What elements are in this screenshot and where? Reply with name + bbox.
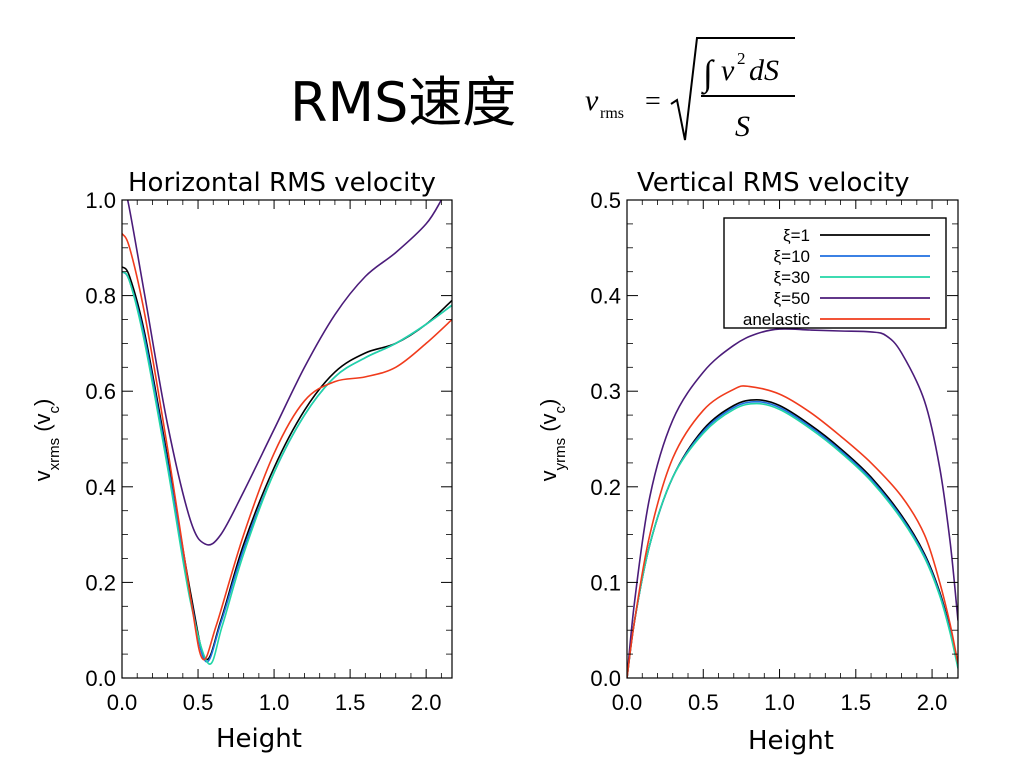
chart-2-xlabel: Height — [748, 726, 834, 756]
chart-2-title: Vertical RMS velocity — [637, 168, 910, 198]
chart-1-ytick-label: 0.4 — [85, 475, 116, 500]
chart-2-xtick-label: 0.5 — [688, 690, 719, 715]
chart-1-ytick-label: 0.2 — [85, 570, 116, 595]
chart-1-xtick-label: 1.0 — [259, 690, 290, 715]
chart-1-series-anelastic — [122, 233, 452, 661]
chart-2-ytick-label: 0.0 — [590, 666, 621, 691]
formula-num-ds: dS — [749, 54, 779, 87]
formula-lhs-sub: rms — [600, 105, 624, 122]
chart-2-xtick-label: 2.0 — [917, 690, 948, 715]
chart-2-legend-label: ξ=10 — [774, 247, 810, 266]
chart-1-xlabel: Height — [216, 724, 302, 754]
chart-1-xtick-label: 1.5 — [335, 690, 366, 715]
formula-integral: ∫ — [701, 53, 715, 95]
rms-formula: v rms = ∫ v 2 dS S — [585, 37, 795, 143]
chart-2-legend-box — [723, 217, 947, 329]
slide-title: RMS速度 — [290, 71, 517, 134]
chart-1-ytick-label: 0.0 — [85, 666, 116, 691]
chart-1-xtick-label: 2.0 — [411, 690, 442, 715]
formula-den: S — [735, 110, 750, 143]
formula-eq: = — [645, 86, 661, 117]
chart-1-ytick-label: 0.8 — [85, 284, 116, 309]
chart-1-series-xi50 — [126, 200, 443, 546]
chart-2-ytick-label: 0.2 — [590, 475, 621, 500]
chart-1-xtick-label: 0.5 — [183, 690, 214, 715]
formula-sqrt-sign — [670, 37, 795, 141]
chart-2-series-xi10 — [627, 400, 958, 678]
chart-2-series-xi30 — [627, 402, 958, 678]
chart-1-series-xi30 — [122, 271, 452, 665]
chart-1-ylabel: vxrms (vc) — [30, 399, 63, 482]
chart-2-legend-label: ξ=30 — [774, 268, 810, 287]
chart-2-ytick-label: 0.4 — [590, 284, 621, 309]
chart-1-title: Horizontal RMS velocity — [128, 168, 436, 198]
chart-1-xtick-label: 0.0 — [107, 690, 138, 715]
chart-2-ytick-label: 0.3 — [590, 379, 621, 404]
formula-num-v: v — [721, 54, 735, 87]
chart-1-series-xi1 — [122, 266, 452, 661]
chart-2-series-xi1 — [627, 398, 958, 678]
chart-2-series-anelastic — [627, 385, 958, 678]
chart-2-xtick-label: 1.0 — [764, 690, 795, 715]
chart-2-xtick-label: 1.5 — [841, 690, 872, 715]
chart-2-xtick-label: 0.0 — [612, 690, 643, 715]
chart-2-series-xi50 — [627, 328, 958, 678]
chart-1-frame — [121, 199, 453, 679]
chart-1-ytick-label: 1.0 — [85, 188, 116, 213]
formula-num-exp: 2 — [737, 49, 746, 68]
chart-1-ytick-label: 0.6 — [85, 379, 116, 404]
chart-2-legend-label: anelastic — [743, 310, 811, 329]
formula-lhs: v — [585, 84, 599, 117]
chart-2-ytick-label: 0.5 — [590, 188, 621, 213]
chart-1-series-xi10 — [122, 271, 452, 663]
chart-2-ylabel: vyrms (vc) — [536, 399, 569, 482]
chart-2-legend-label: ξ=50 — [774, 289, 810, 308]
chart-2-legend-label: ξ=1 — [783, 226, 810, 245]
chart-2-ytick-label: 0.1 — [590, 570, 621, 595]
